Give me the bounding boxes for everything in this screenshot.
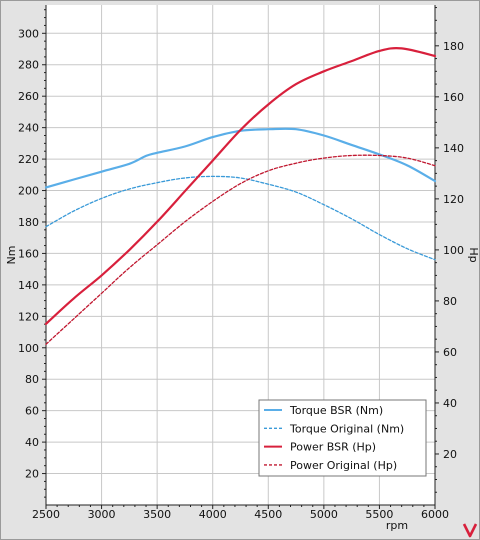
right-tick-label: 100 — [443, 244, 464, 257]
legend-label: Power BSR (Hp) — [290, 441, 376, 454]
legend-label: Power Original (Hp) — [290, 459, 397, 472]
left-tick-label: 120 — [18, 310, 39, 323]
left-tick-label: 220 — [18, 153, 39, 166]
left-tick-label: 20 — [25, 468, 39, 481]
left-tick-label: 300 — [18, 27, 39, 40]
left-tick-label: 240 — [18, 122, 39, 135]
x-tick-label: 4500 — [254, 508, 282, 521]
series-line-2 — [44, 47, 437, 325]
left-tick-label: 180 — [18, 216, 39, 229]
right-tick-label: 140 — [443, 142, 464, 155]
left-tick-label: 160 — [18, 247, 39, 260]
left-tick-label: 60 — [25, 405, 39, 418]
x-tick-label: 5500 — [365, 508, 393, 521]
left-tick-label: 260 — [18, 90, 39, 103]
right-axis-title: Hp — [467, 247, 480, 262]
left-axis-title: Nm — [5, 246, 18, 265]
series-line-0 — [44, 127, 437, 189]
right-tick-label: 180 — [443, 40, 464, 53]
x-tick-label: 4000 — [199, 508, 227, 521]
x-tick-label: 3500 — [143, 508, 171, 521]
left-tick-label: 100 — [18, 342, 39, 355]
right-tick-label: 60 — [443, 346, 457, 359]
x-tick-label: 6000 — [421, 508, 449, 521]
x-tick-label: 3000 — [88, 508, 116, 521]
axes: 20 40 60 80 100 120 140 160 180 200 220 240 260 280 30… — [5, 5, 480, 532]
left-tick-label: 200 — [18, 185, 39, 198]
x-tick-label: 5000 — [310, 508, 338, 521]
legend: Torque BSR (Nm) Torque Original (Nm) Power… — [258, 399, 427, 477]
right-tick-label: 160 — [443, 91, 464, 104]
right-tick-label: 40 — [443, 397, 457, 410]
v-logo-icon — [462, 523, 478, 538]
left-tick-label: 280 — [18, 59, 39, 72]
x-axis-title: rpm — [386, 519, 408, 532]
series-line-3 — [45, 154, 436, 345]
right-tick-label: 80 — [443, 295, 457, 308]
right-tick-label: 120 — [443, 193, 464, 206]
right-tick-label: 20 — [443, 448, 457, 461]
left-tick-label: 80 — [25, 373, 39, 386]
series-line-1 — [45, 175, 436, 261]
left-tick-label: 140 — [18, 279, 39, 292]
legend-box — [258, 399, 427, 477]
series-layer — [44, 47, 437, 345]
x-tick-label: 2500 — [32, 508, 60, 521]
left-tick-label: 40 — [25, 436, 39, 449]
legend-label: Torque BSR (Nm) — [289, 404, 383, 417]
legend-label: Torque Original (Nm) — [289, 422, 404, 435]
